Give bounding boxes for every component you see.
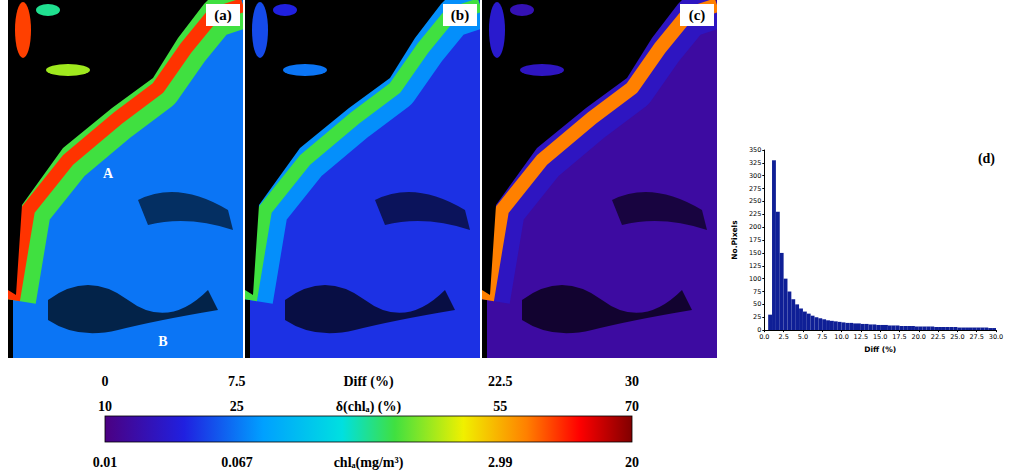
svg-text:25: 25 <box>753 313 761 321</box>
svg-text:0.0: 0.0 <box>759 333 769 341</box>
svg-text:55: 55 <box>493 399 507 414</box>
svg-text:20: 20 <box>625 455 639 470</box>
svg-text:0.01: 0.01 <box>93 455 118 470</box>
svg-text:350: 350 <box>749 146 761 154</box>
svg-text:0: 0 <box>757 326 762 335</box>
svg-text:0.067: 0.067 <box>221 455 253 470</box>
svg-text:Diff (%): Diff (%) <box>864 345 896 354</box>
svg-text:5.0: 5.0 <box>798 333 808 341</box>
svg-text:δ(chlₐ) (%): δ(chlₐ) (%) <box>336 399 402 415</box>
svg-text:225: 225 <box>749 210 761 218</box>
svg-text:30: 30 <box>625 374 639 389</box>
svg-text:250: 250 <box>749 197 761 205</box>
svg-text:275: 275 <box>749 185 761 193</box>
svg-text:30.0: 30.0 <box>989 333 1003 341</box>
svg-text:10.0: 10.0 <box>834 333 848 341</box>
svg-text:10: 10 <box>98 399 112 414</box>
svg-text:7.5: 7.5 <box>817 333 827 341</box>
svg-text:100: 100 <box>749 275 761 283</box>
svg-text:Diff (%): Diff (%) <box>343 374 393 390</box>
svg-text:15.0: 15.0 <box>873 333 887 341</box>
svg-text:150: 150 <box>749 249 761 257</box>
svg-text:(c): (c) <box>689 7 706 24</box>
svg-text:(a): (a) <box>214 7 232 24</box>
svg-text:chlₐ(mg/m³): chlₐ(mg/m³) <box>334 455 404 471</box>
svg-text:2.5: 2.5 <box>778 333 788 341</box>
svg-text:175: 175 <box>749 236 761 244</box>
svg-text:22.5: 22.5 <box>931 333 945 341</box>
svg-text:325: 325 <box>749 159 761 167</box>
svg-text:0: 0 <box>102 374 109 389</box>
svg-text:70: 70 <box>625 399 639 414</box>
svg-text:A: A <box>103 166 114 181</box>
svg-text:27.5: 27.5 <box>969 333 983 341</box>
svg-text:(b): (b) <box>451 7 469 24</box>
svg-text:125: 125 <box>749 262 761 270</box>
svg-text:25.0: 25.0 <box>950 333 964 341</box>
svg-text:22.5: 22.5 <box>488 374 513 389</box>
svg-text:20.0: 20.0 <box>912 333 926 341</box>
svg-text:12.5: 12.5 <box>854 333 868 341</box>
svg-text:75: 75 <box>753 288 761 296</box>
svg-text:25: 25 <box>230 399 244 414</box>
svg-text:50: 50 <box>753 300 761 308</box>
svg-text:2.99: 2.99 <box>488 455 513 470</box>
svg-text:No.Pixels: No.Pixels <box>730 220 739 260</box>
svg-text:300: 300 <box>749 172 761 180</box>
svg-text:200: 200 <box>749 223 761 231</box>
svg-text:7.5: 7.5 <box>228 374 246 389</box>
svg-text:(d): (d) <box>978 151 995 167</box>
svg-text:B: B <box>158 334 167 349</box>
svg-text:17.5: 17.5 <box>892 333 906 341</box>
